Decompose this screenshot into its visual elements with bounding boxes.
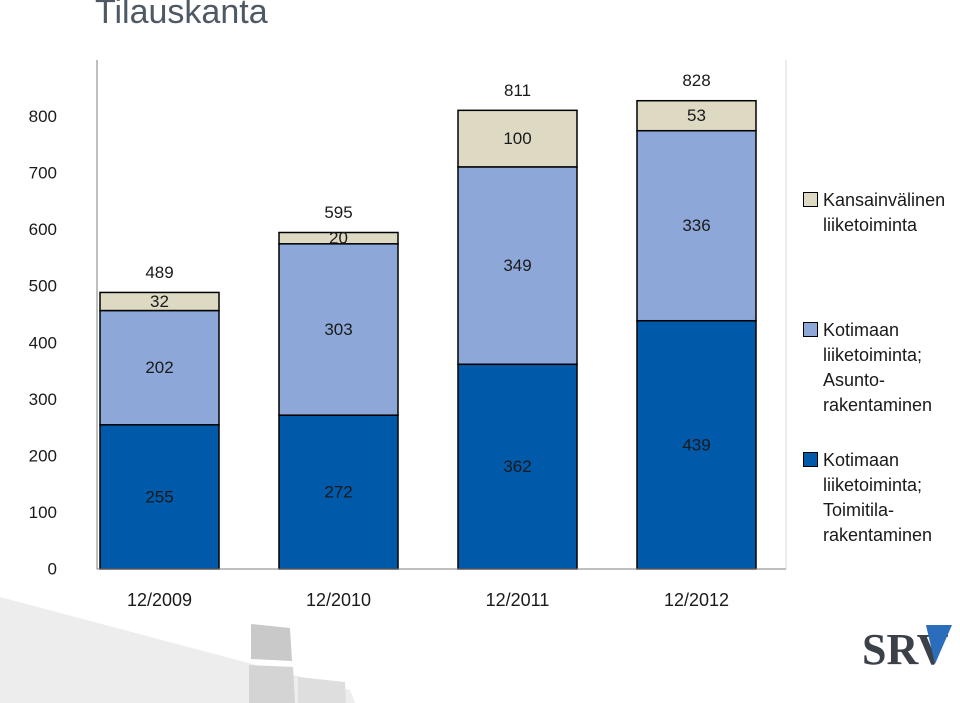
y-tick-label: 0 bbox=[48, 560, 57, 579]
y-tick-label: 400 bbox=[29, 333, 57, 352]
x-tick-label: 12/2009 bbox=[127, 590, 192, 610]
legend-item-asuntorakentaminen: Kotimaan liiketoiminta; Asunto- rakentam… bbox=[803, 318, 955, 428]
plot-area: 0 100 200 300 400 500 600 700 800 255 202 32 489 12/2… bbox=[29, 60, 787, 610]
bar-segment bbox=[457, 109, 578, 168]
data-label: 20 bbox=[329, 229, 348, 248]
bar-segment bbox=[99, 309, 220, 426]
x-tick-label: 12/2011 bbox=[486, 590, 550, 610]
total-label: 828 bbox=[682, 71, 710, 90]
data-label: 349 bbox=[503, 256, 531, 275]
srv-logo: SRV bbox=[862, 625, 952, 674]
bar-segment bbox=[99, 291, 220, 312]
x-tick-label: 12/2012 bbox=[664, 590, 729, 610]
y-tick-label: 600 bbox=[29, 220, 57, 239]
legend-swatch bbox=[803, 322, 818, 337]
total-label: 595 bbox=[324, 203, 352, 222]
decorative-square bbox=[298, 677, 346, 703]
logo-triangle-icon bbox=[926, 625, 952, 664]
legend-label: Kotimaan liiketoiminta; Asunto- rakentam… bbox=[823, 320, 933, 415]
data-label: 100 bbox=[503, 129, 531, 148]
legend-swatch bbox=[803, 192, 818, 207]
decorative-square bbox=[249, 665, 295, 703]
legend-swatch bbox=[803, 452, 818, 467]
y-tick-label: 100 bbox=[29, 503, 57, 522]
bar-segment bbox=[278, 243, 399, 416]
total-label: 489 bbox=[145, 263, 173, 282]
y-tick-label: 300 bbox=[29, 390, 57, 409]
legend-label: Kansainvälinen liiketoiminta bbox=[823, 190, 946, 235]
decorative-square bbox=[251, 624, 292, 661]
bar-segment bbox=[457, 166, 578, 366]
data-label: 53 bbox=[687, 106, 706, 125]
bar-segment bbox=[278, 231, 399, 245]
data-label: 439 bbox=[682, 435, 710, 454]
y-tick-label: 800 bbox=[29, 107, 57, 126]
bar-segment bbox=[457, 363, 578, 570]
data-label: 202 bbox=[145, 358, 173, 377]
bar-segment bbox=[99, 424, 220, 570]
data-label: 362 bbox=[503, 457, 531, 476]
page-title: Tilauskanta bbox=[95, 0, 268, 31]
data-label: 303 bbox=[324, 320, 352, 339]
bar-segment bbox=[636, 99, 757, 132]
data-label: 336 bbox=[682, 216, 710, 235]
data-label: 272 bbox=[324, 483, 352, 502]
legend-item-toimitilarakentaminen: Kotimaan liiketoiminta; Toimitila- raken… bbox=[803, 448, 955, 558]
data-label: 255 bbox=[145, 487, 173, 506]
data-label: 32 bbox=[150, 292, 169, 311]
y-tick-label: 200 bbox=[29, 446, 57, 465]
y-tick-label: 700 bbox=[29, 164, 57, 183]
legend-item-kansainvalinen: Kansainvälinen liiketoiminta bbox=[803, 188, 955, 298]
legend-label: Kotimaan liiketoiminta; Toimitila- raken… bbox=[823, 450, 933, 545]
y-tick-label: 500 bbox=[29, 277, 57, 296]
bar-segment bbox=[636, 129, 757, 322]
bar-segment bbox=[636, 319, 757, 570]
total-label: 811 bbox=[504, 81, 531, 100]
decorative-corner-graphic bbox=[0, 597, 355, 703]
x-tick-label: 12/2010 bbox=[306, 590, 371, 610]
